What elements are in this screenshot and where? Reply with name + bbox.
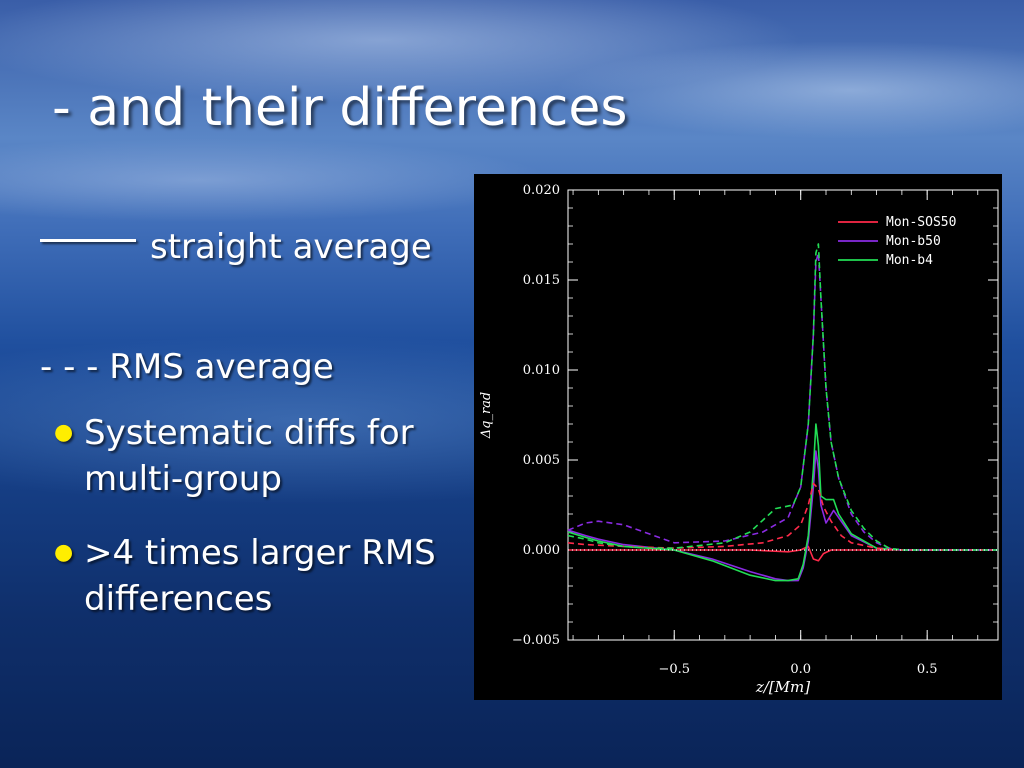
legend-explanation-solid: straight average [40,224,460,270]
bullet-text: >4 times larger RMS differences [84,533,436,619]
legend-label: Mon-b4 [886,253,933,268]
solid-line-label: straight average [150,227,432,267]
y-tick-label: 0.020 [523,183,560,198]
series-line [567,243,998,551]
series-line [567,252,998,551]
x-tick-label: −0.5 [658,662,690,677]
chart: −0.005 0.000 0.005 0.010 0.015 0.020 −0.5 0.0 0.… [474,174,1002,700]
legend-label: Mon-b50 [886,234,941,249]
x-tick-label: 0.5 [917,662,938,677]
legend-explanation-dashed: - - - RMS average [40,347,334,387]
chart-background [474,174,1002,700]
x-tick-label: 0.0 [790,662,811,677]
series-line [567,482,998,551]
slide-title: - and their differences [52,78,628,138]
legend-label: Mon-SOS50 [886,215,956,230]
x-axis-label: z/[Mm] [755,678,810,696]
y-tick-label: 0.015 [523,273,560,288]
plot-frame [567,189,999,641]
bullet-dot-icon: ● [54,540,74,565]
y-tick-label: 0.010 [523,363,560,378]
bullet-text: Systematic diffs for multi-group [84,413,414,499]
y-tick-label: 0.005 [523,453,560,468]
y-axis-label: Δq_rad [479,392,494,440]
solid-line-swatch [40,239,136,242]
y-tick-label: −0.005 [512,633,560,648]
y-tick-label: 0.000 [523,543,560,558]
bullet-dot-icon: ● [54,420,74,445]
